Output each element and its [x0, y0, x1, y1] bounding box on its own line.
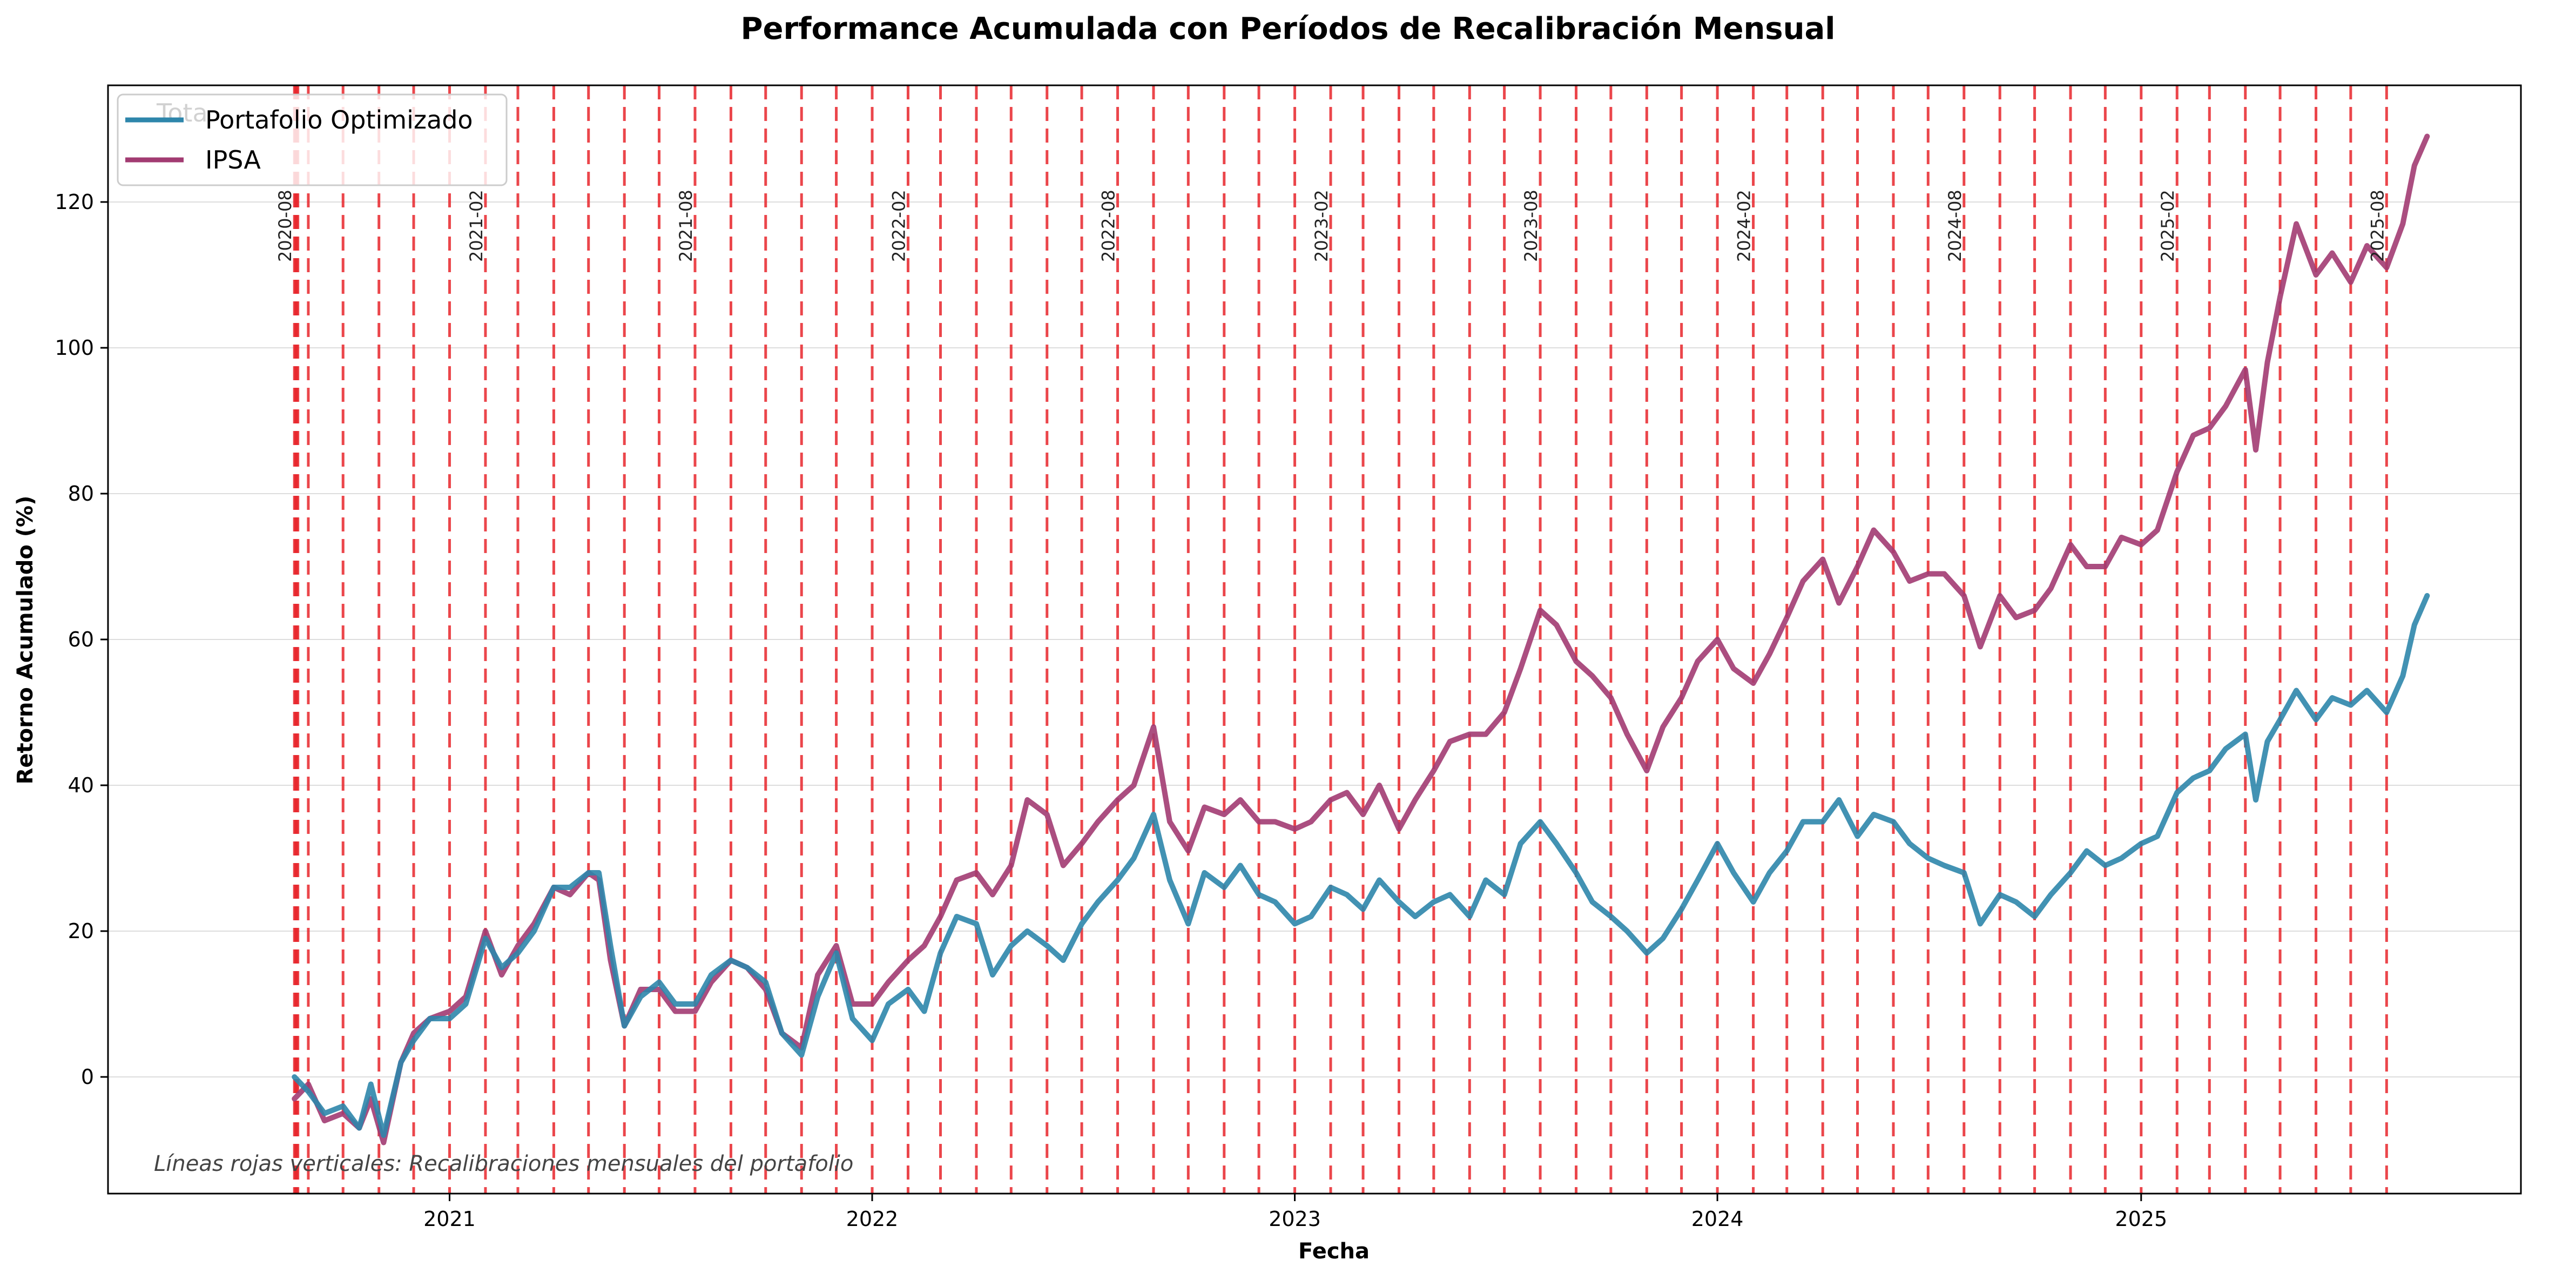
x-tick-label: 2022 [846, 1207, 899, 1231]
y-tick-label: 60 [68, 628, 94, 651]
y-tick-label: 80 [68, 482, 94, 506]
grid-lines [108, 201, 2521, 1077]
x-tick-label: 2021 [423, 1207, 476, 1231]
y-tick-label: 40 [68, 773, 94, 797]
legend-label-portafolio: Portafolio Optimizado [205, 105, 473, 134]
recalibration-label: 2025-08 [2367, 190, 2388, 262]
recalibration-label: 2024-08 [1945, 190, 1965, 262]
recalibration-label: 2023-02 [1311, 190, 1332, 262]
series-line-portafolio [292, 593, 2430, 1138]
y-axis-label: Retorno Acumulado (%) [13, 496, 38, 785]
legend: Tota Portafolio Optimizado IPSA [117, 93, 508, 186]
recalibration-note: Líneas rojas verticales: Recalibraciones… [154, 1151, 853, 1176]
x-axis-label: Fecha [1298, 1239, 1370, 1264]
recalibration-label: 2022-08 [1098, 190, 1119, 262]
recalibration-labels: 2020-08 2021-02 2021-08 2022-02 2022-08 2023-… [275, 190, 2388, 262]
chart-title: Performance Acumulada con Períodos de Re… [741, 11, 1836, 46]
legend-box [117, 93, 508, 186]
recalibration-label: 2022-02 [889, 190, 909, 262]
x-axis: 2021 2022 2023 2024 2025 [423, 1194, 2167, 1231]
recalibration-label: 2023-08 [1521, 190, 1541, 262]
recalibration-label: 2021-08 [676, 190, 696, 262]
y-tick-label: 0 [81, 1065, 94, 1089]
recalibration-label: 2020-08 [275, 190, 295, 262]
recalibration-lines [293, 85, 2388, 1194]
x-tick-label: 2025 [2115, 1207, 2167, 1231]
y-tick-label: 20 [68, 919, 94, 943]
recalibration-label: 2025-02 [2157, 190, 2178, 262]
recalibration-label: 2021-02 [466, 190, 487, 262]
y-axis: 0 20 40 60 80 100 120 [55, 190, 108, 1089]
recalibration-label: 2024-02 [1734, 190, 1755, 262]
series-lines [292, 133, 2430, 1146]
legend-ghost-text: Tota [156, 98, 208, 127]
legend-label-ipsa: IPSA [205, 145, 261, 174]
x-tick-label: 2023 [1269, 1207, 1321, 1231]
y-tick-label: 100 [55, 336, 94, 360]
y-tick-label: 120 [55, 190, 94, 214]
x-tick-label: 2024 [1691, 1207, 1744, 1231]
